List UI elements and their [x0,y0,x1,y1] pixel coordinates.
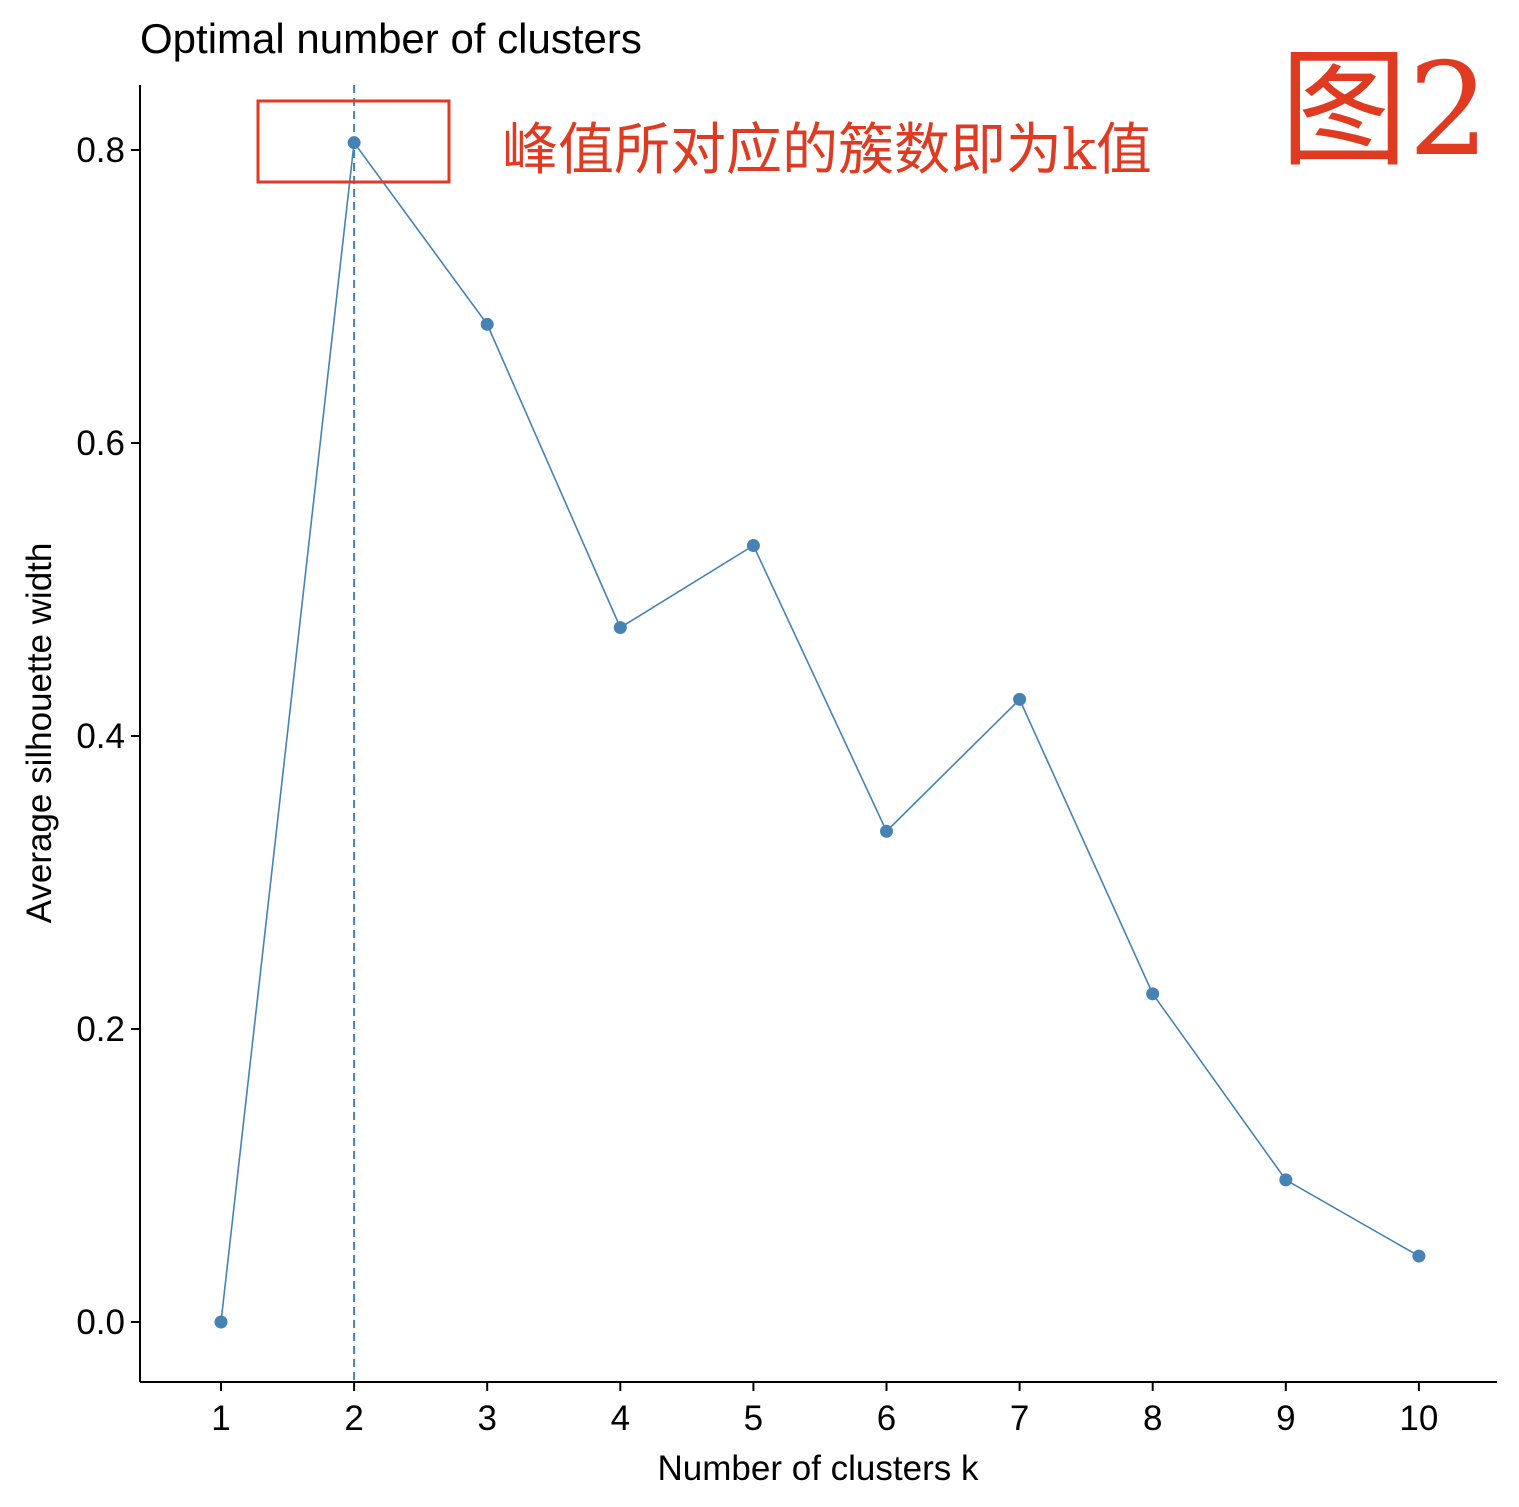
y-tick-label: 0.6 [76,424,125,463]
y-tick-label: 0.4 [76,717,125,756]
data-point [347,136,361,150]
x-tick-label: 9 [1276,1399,1295,1438]
data-point [613,621,627,635]
y-tick-label: 0.0 [76,1303,125,1342]
x-tick-label: 10 [1399,1399,1438,1438]
data-point [1412,1249,1426,1263]
x-tick-label: 2 [344,1399,363,1438]
x-axis-label: Number of clusters k [658,1449,979,1488]
x-tick-label: 3 [477,1399,496,1438]
data-point [880,824,893,838]
x-tick-label: 1 [211,1399,230,1438]
y-tick-label: 0.2 [76,1010,125,1049]
y-tick-label: 0.8 [76,131,125,170]
data-point [480,317,494,331]
data-point [1013,692,1027,706]
y-axis-label: Average silhouette width [20,543,59,924]
data-point [214,1315,228,1329]
x-tick-label: 5 [744,1399,763,1438]
series-line [220,140,1420,1323]
data-point [1279,1173,1293,1187]
plot-area: 0.0 0.2 0.4 0.6 0.8 1 2 3 4 5 6 7 8 9 10 [76,85,1438,1438]
data-point [1146,987,1160,1001]
peak-highlight-box [256,99,451,184]
x-tick-label: 6 [877,1399,896,1438]
chart-title: Optimal number of clusters [140,15,642,62]
x-tick-label: 8 [1143,1399,1162,1438]
x-tick-label: 4 [611,1399,630,1438]
peak-annotation: 峰值所对应的簇数即为k值 [502,118,1152,183]
figure-label: 图2 [1280,36,1489,185]
x-tick-label: 7 [1010,1399,1029,1438]
data-point [746,539,760,553]
